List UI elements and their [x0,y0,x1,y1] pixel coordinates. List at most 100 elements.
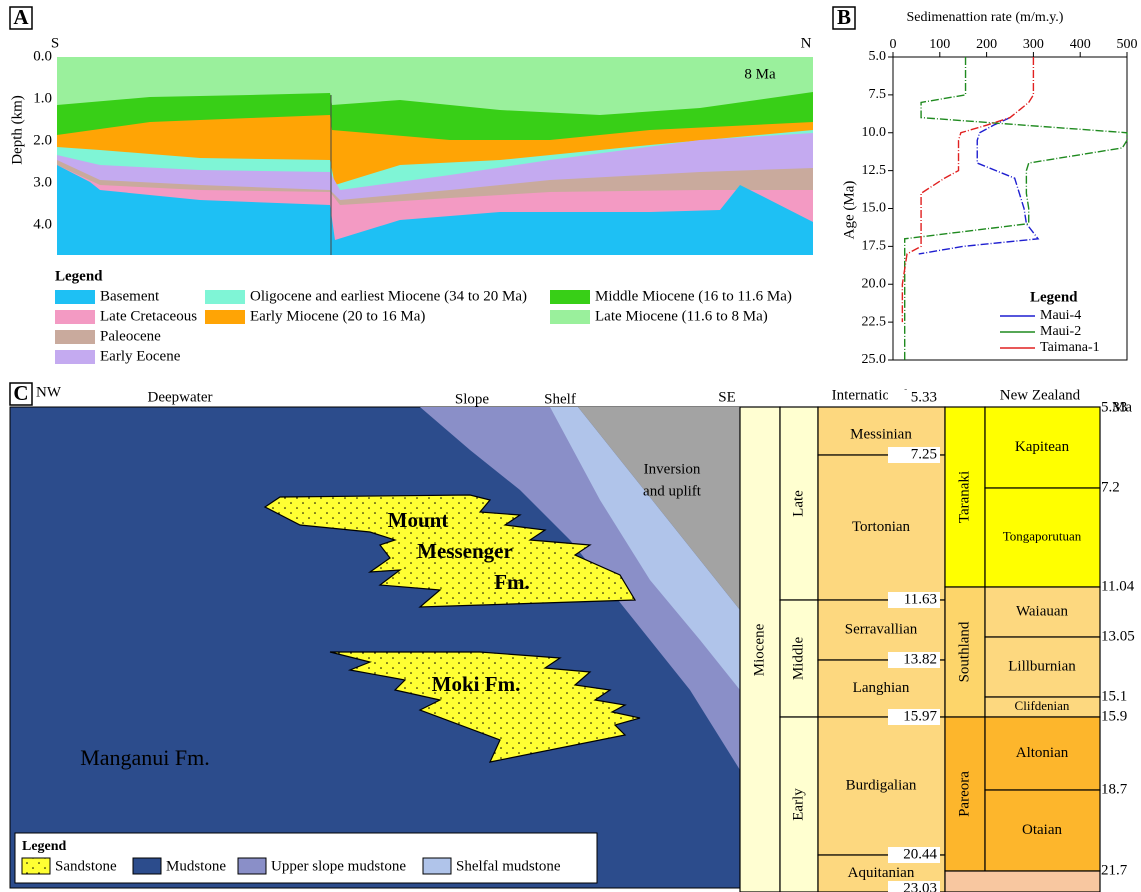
age-label: 11.04 [1101,578,1135,594]
age-label: 8 Ma [744,66,776,82]
heading: Shelf [544,391,576,407]
legend-title: Legend [55,268,103,284]
x-tick-label: 100 [929,37,950,52]
age-label: 7.2 [1101,479,1120,495]
stage-label: Altonian [1016,745,1069,761]
legend-label: Early Miocene (20 to 16 Ma) [250,308,425,324]
age-label: 18.7 [1101,781,1128,797]
stage-label: Waiauan [1016,603,1069,619]
stage-label: Messinian [850,426,912,442]
panel-label: C [13,381,28,405]
unit-label: Middle [790,636,806,680]
legend-swatch [205,310,245,324]
legend-label: Upper slope mudstone [271,858,406,874]
legend-label: Late Miocene (11.6 to 8 Ma) [595,308,768,324]
age-label: 15.9 [1101,708,1127,724]
formation-label: Messenger [417,539,513,563]
legend-label: Early Eocene [100,348,181,364]
stage-label: Kapitean [1015,439,1070,455]
y-tick-label: 0.0 [33,48,52,64]
unit-label: Southland [956,621,972,682]
panel-a: A S N 8 Ma 0.0 1.0 2.0 3.0 4.0 Depth (km) Legend Ba… [9,5,813,365]
x-tick-label: 200 [976,37,997,52]
right-end: N [801,35,812,51]
y-tick-label: 2.0 [33,132,52,148]
heading: SE [718,389,736,405]
formation-label: Moki Fm. [432,672,521,696]
age-label: 23.03 [903,880,937,892]
y-tick-label: 3.0 [33,174,52,190]
y-tick-label: 4.0 [33,216,52,232]
legend-label: Maui-4 [1040,308,1081,323]
unit-label: Miocene [751,623,767,676]
legend-label: Mudstone [166,858,226,874]
age-label: 15.97 [903,708,937,724]
legend-title: Legend [22,839,67,854]
legend-swatch [205,290,245,304]
age-label: 13.05 [1101,628,1135,644]
stage-label: Tortonian [852,519,911,535]
stage-label: Otaian [1022,822,1062,838]
formation-label: Mount [388,508,449,532]
legend-label: Late Cretaceous [100,308,197,324]
legend-swatch [133,858,161,874]
legend-swatch [238,858,266,874]
y-axis-label: Age (Ma) [841,181,857,240]
left-end: S [51,35,59,51]
age-label: 15.1 [1101,688,1127,704]
y-tick-label: 25.0 [862,352,887,367]
stage-label: Serravallian [845,621,918,637]
time-cell [945,871,1100,892]
unit-label: Late [790,490,806,517]
age-label: 21.7 [1101,862,1128,878]
legend-label: Sandstone [55,858,117,874]
legend-swatch [550,290,590,304]
formation-label: Manganui Fm. [80,745,210,770]
legend-label: Paleocene [100,328,161,344]
data-line [905,57,1127,360]
y-tick-label: 17.5 [862,239,887,254]
legend-label: Shelfal mudstone [456,858,561,874]
legend-swatch [55,350,95,364]
y-tick-label: 5.0 [869,49,887,64]
y-axis-label: Depth (km) [9,95,25,165]
panel-label: A [13,5,29,29]
legend-swatch [55,330,95,344]
legend-swatch [22,858,50,874]
plot-frame [893,57,1127,360]
stage-label: Burdigalian [846,777,917,793]
age-label: 13.82 [903,651,937,667]
legend-title: Legend [1030,289,1078,305]
age-label: 5.33 [1101,399,1127,415]
heading: Deepwater [148,389,213,405]
heading: NW [36,384,62,400]
chart-title: Sedimenattion rate (m/m.y.) [907,10,1064,25]
diagram-label: Inversion [644,461,701,477]
unit-label: Early [790,788,806,821]
stage-label: Clifdenian [1015,698,1070,713]
y-tick-label: 22.5 [862,314,887,329]
data-line [902,57,1033,322]
age-label: 11.63 [904,591,937,607]
legend-swatch [550,310,590,324]
y-tick-label: 1.0 [33,90,52,106]
y-tick-label: 10.0 [862,125,887,140]
x-tick-label: 400 [1070,37,1091,52]
legend-label: Basement [100,288,160,304]
legend-label: Oligocene and earliest Miocene (34 to 20… [250,288,527,304]
legend-swatch [55,310,95,324]
formation-label: Fm. [494,570,530,594]
x-tick-label: 0 [890,37,897,52]
y-tick-label: 7.5 [869,87,887,102]
y-tick-label: 12.5 [862,163,887,178]
stage-label: Langhian [853,680,910,696]
legend-swatch [55,290,95,304]
figure: A S N 8 Ma 0.0 1.0 2.0 3.0 4.0 Depth (km) Legend Ba… [0,0,1141,892]
legend-swatch [423,858,451,874]
legend-label: Maui-2 [1040,324,1081,339]
unit-label: Taranaki [956,471,972,523]
x-tick-label: 300 [1023,37,1044,52]
x-tick-label: 500 [1117,37,1138,52]
